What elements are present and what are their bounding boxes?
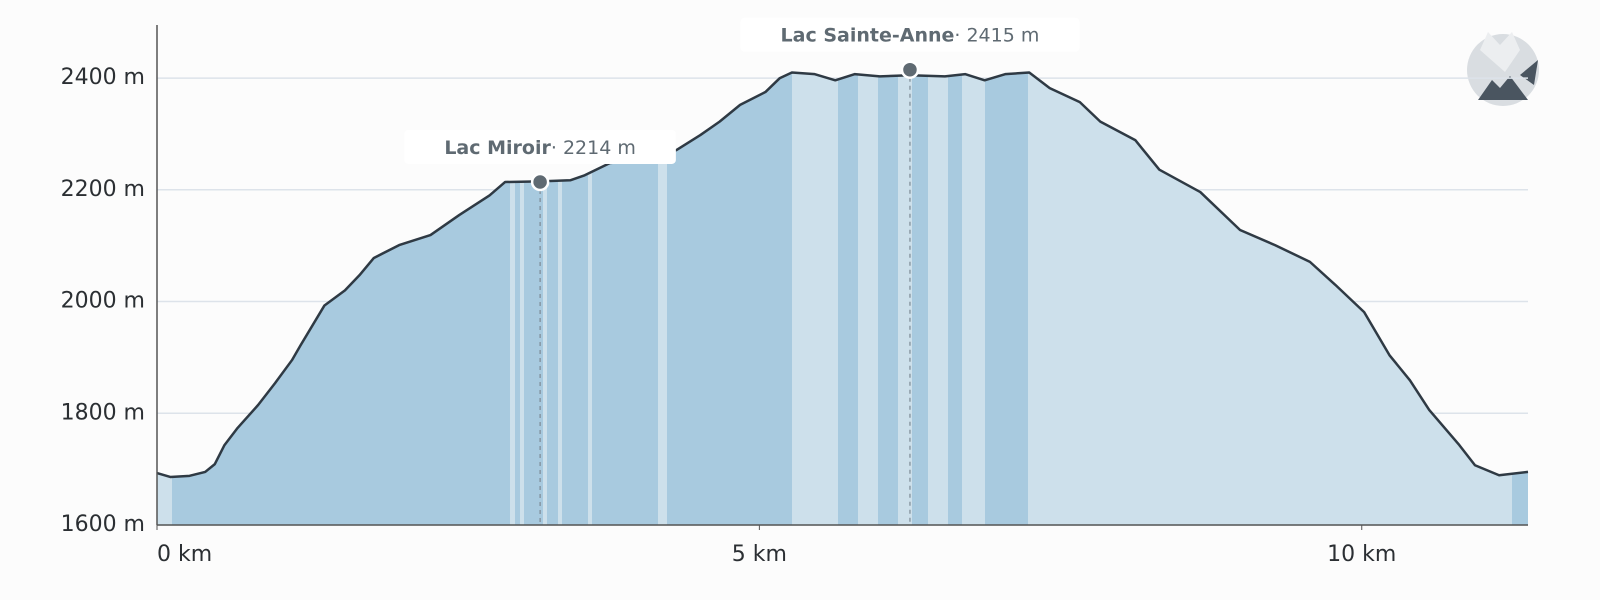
slope-band	[515, 72, 520, 525]
annotation-name: Lac Miroir	[444, 136, 551, 158]
x-tick-label: 0 km	[157, 542, 212, 567]
slope-band	[562, 72, 588, 525]
annotation-value: · 2214 m	[551, 136, 636, 158]
slope-band	[878, 72, 898, 525]
annotation-label: Lac Sainte-Anne· 2415 m	[781, 24, 1040, 46]
elevation-line	[156, 71, 1529, 479]
slope-bands	[157, 72, 1528, 526]
slope-band	[547, 72, 558, 525]
y-tick-label: 2400 m	[61, 65, 145, 90]
y-tick-label: 1600 m	[61, 512, 145, 537]
slope-band	[667, 72, 792, 525]
annotation-name: Lac Sainte-Anne	[781, 24, 955, 46]
y-tick-label: 2200 m	[61, 177, 145, 202]
x-tick-label: 5 km	[732, 542, 787, 567]
slope-band	[838, 72, 858, 525]
annotation-box	[740, 17, 1080, 52]
slope-band	[912, 72, 928, 525]
annotation-label: Lac Miroir· 2214 m	[444, 136, 636, 158]
y-tick-label: 1800 m	[61, 400, 145, 425]
annotation-marker	[900, 60, 920, 79]
x-tick-label: 10 km	[1327, 542, 1396, 567]
annotation-marker	[530, 172, 550, 192]
slope-band	[524, 72, 543, 525]
slope-band	[985, 72, 1028, 525]
slope-band	[948, 72, 962, 525]
annotation-value: · 2415 m	[954, 24, 1039, 46]
slope-band	[592, 72, 658, 525]
annotation-box	[404, 129, 676, 164]
logo	[1467, 32, 1539, 106]
y-tick-label: 2000 m	[61, 289, 145, 314]
